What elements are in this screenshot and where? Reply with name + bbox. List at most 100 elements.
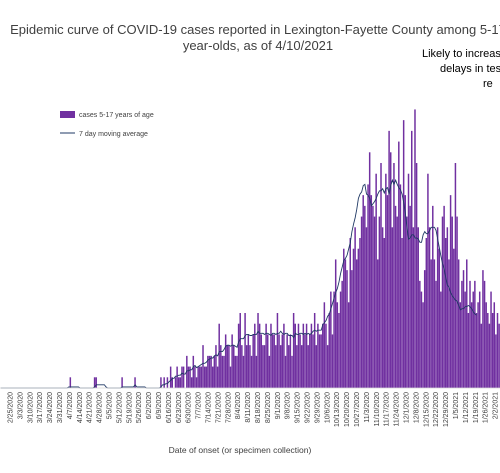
bar [208, 355, 211, 388]
x-tick-label: 8/18/2020 [255, 392, 262, 423]
bar [362, 195, 364, 388]
bar [367, 184, 369, 388]
bar [383, 238, 385, 388]
bar [95, 377, 97, 388]
x-tick-label: 3/10/2020 [27, 392, 34, 423]
x-tick-label: 6/9/2020 [156, 392, 163, 419]
bar [436, 227, 439, 388]
bar [313, 313, 316, 388]
bar [385, 173, 387, 388]
x-tick-label: 5/19/2020 [126, 392, 133, 423]
bar [459, 302, 462, 388]
x-tick-label: 5/12/2020 [116, 392, 123, 423]
bar [398, 141, 400, 388]
bar [477, 302, 479, 388]
bar [482, 270, 484, 388]
bar [368, 152, 371, 388]
bar [205, 366, 207, 388]
bar [354, 227, 356, 388]
bar [189, 366, 191, 388]
bar [239, 313, 241, 388]
bar [440, 291, 442, 388]
x-tick-label: 12/8/2020 [413, 392, 420, 423]
bar [254, 323, 256, 388]
x-tick-label: 2/2/2021 [493, 392, 500, 419]
bar [423, 270, 426, 388]
bar [336, 302, 339, 388]
bar [286, 334, 288, 388]
bar [192, 355, 195, 388]
bar [409, 205, 411, 388]
x-tick-label: 3/17/2020 [37, 392, 44, 423]
bar [389, 152, 392, 388]
bar [417, 227, 419, 388]
bar [320, 334, 322, 388]
bar [228, 345, 230, 388]
x-tick-label: 9/8/2020 [285, 392, 292, 419]
bar [469, 280, 471, 388]
bar [364, 205, 366, 388]
x-tick-label: 8/4/2020 [235, 392, 242, 419]
bar [325, 323, 327, 388]
bar [451, 216, 453, 388]
x-tick-label: 9/15/2020 [295, 392, 302, 423]
bar [326, 345, 329, 388]
bar [467, 313, 470, 388]
bar [381, 227, 384, 388]
bar [435, 280, 437, 388]
bar [166, 377, 169, 388]
bar [268, 355, 271, 388]
x-tick-label: 11/17/2020 [384, 392, 391, 427]
bar [422, 302, 424, 388]
bar [487, 313, 489, 388]
bar [339, 291, 342, 388]
bar [213, 355, 216, 388]
bar [270, 323, 272, 388]
x-tick-label: 10/13/2020 [334, 392, 341, 427]
x-tick-label: 6/30/2020 [186, 392, 193, 423]
bar [241, 345, 243, 388]
bar [322, 323, 324, 388]
bar [474, 280, 476, 388]
bar [412, 227, 415, 388]
bar [495, 334, 497, 388]
bar [425, 238, 428, 388]
bar [257, 313, 259, 388]
x-tick-label: 5/5/2020 [107, 392, 114, 419]
bar [441, 216, 444, 388]
bar [202, 345, 204, 388]
bar [480, 323, 483, 388]
bar [266, 334, 269, 388]
bar [288, 345, 290, 388]
chart-title-line-2: year-olds, as of 4/10/2021 [183, 38, 333, 53]
bar [216, 366, 219, 388]
x-tick-label: 4/14/2020 [77, 392, 84, 423]
x-tick-label: 8/11/2020 [245, 392, 252, 423]
bar [414, 109, 416, 389]
bar [406, 216, 408, 388]
annotation-line-2: delays in test [440, 63, 500, 75]
bar [93, 377, 96, 388]
bar [466, 259, 468, 388]
x-tick-label: 9/22/2020 [305, 392, 312, 423]
bar [121, 377, 123, 388]
bar [245, 345, 248, 388]
bar [226, 345, 229, 388]
bar [453, 248, 455, 388]
bar [347, 302, 350, 388]
x-tick-label: 1/26/2021 [483, 392, 490, 423]
bar [242, 355, 245, 388]
bar [401, 238, 403, 388]
bar [221, 355, 224, 388]
bar [207, 355, 209, 388]
bar [190, 377, 193, 388]
bar [407, 173, 410, 388]
bar [483, 280, 486, 388]
bar [375, 173, 377, 388]
x-tick-label: 12/1/2020 [404, 392, 411, 423]
bar [478, 291, 481, 388]
bar [273, 334, 275, 388]
bar [443, 205, 445, 388]
x-tick-label: 12/15/2020 [423, 392, 430, 427]
bar [310, 323, 313, 388]
